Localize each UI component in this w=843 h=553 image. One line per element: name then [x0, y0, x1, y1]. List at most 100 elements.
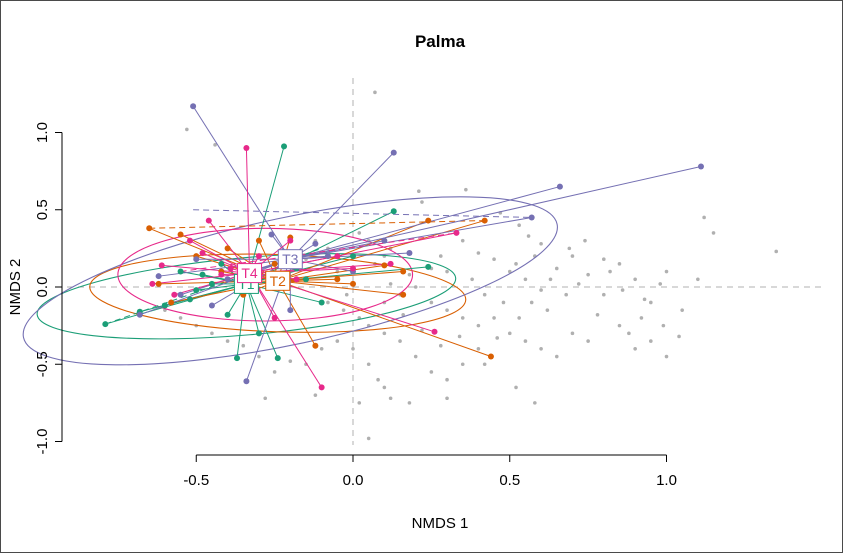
- background-point: [445, 308, 449, 312]
- point-t2: [168, 299, 175, 306]
- background-point: [388, 282, 393, 286]
- point-t3: [155, 273, 162, 280]
- point-t4: [350, 265, 356, 272]
- point-t3: [193, 256, 200, 263]
- background-point: [210, 331, 214, 336]
- spider-line-t3: [290, 252, 410, 260]
- background-point: [642, 297, 647, 302]
- background-point: [514, 385, 518, 390]
- point-t2: [487, 353, 494, 360]
- background-point: [583, 238, 587, 243]
- x-axis: -0.5 0.0 0.5 1.0: [183, 454, 677, 489]
- background-point: [351, 347, 355, 351]
- background-point: [460, 316, 465, 320]
- dashed-line-t2: [149, 220, 485, 229]
- point-t4: [387, 260, 394, 267]
- point-t1: [177, 268, 184, 275]
- background-point: [702, 215, 706, 220]
- label-box-t2: [265, 270, 291, 291]
- point-t1: [199, 271, 206, 278]
- background-point: [680, 308, 684, 312]
- background-point: [420, 328, 424, 333]
- background-point: [661, 323, 666, 328]
- point-t3: [406, 250, 413, 257]
- point-t4: [334, 253, 341, 260]
- point-t4: [205, 217, 212, 224]
- background-point: [417, 189, 421, 194]
- point-t4: [158, 262, 165, 269]
- background-point: [445, 269, 449, 274]
- point-t4: [149, 280, 156, 287]
- background-point: [382, 385, 387, 390]
- point-t2: [312, 342, 319, 349]
- spider-line-t1: [246, 283, 322, 303]
- background-point: [595, 313, 600, 317]
- point-t4: [453, 229, 460, 236]
- background-point: [517, 316, 521, 320]
- background-point: [523, 339, 528, 343]
- dashed-line-t4: [180, 232, 457, 273]
- background-point: [366, 362, 371, 367]
- spider-line-t3: [290, 240, 385, 260]
- point-t3: [243, 378, 250, 385]
- spider-line-t3: [290, 216, 532, 260]
- point-t3: [324, 253, 331, 260]
- spider-line-t2: [277, 280, 316, 346]
- background-point: [288, 359, 293, 363]
- point-t4: [199, 250, 206, 257]
- background-point: [420, 200, 424, 204]
- background-point: [539, 288, 543, 292]
- background-point: [213, 143, 217, 147]
- background-point: [492, 257, 496, 261]
- point-t3: [208, 302, 215, 309]
- background-point: [457, 334, 462, 339]
- background-point: [649, 300, 653, 305]
- y-tick-label: -1.0: [34, 429, 51, 455]
- background-point: [470, 277, 474, 282]
- point-t4: [318, 384, 325, 391]
- point-t2: [381, 262, 388, 269]
- point-t4: [255, 253, 262, 260]
- background-point: [564, 292, 568, 297]
- background-point: [344, 292, 349, 297]
- point-t2: [146, 225, 153, 232]
- spider-line-t4: [161, 264, 250, 274]
- background-point: [586, 339, 590, 343]
- background-point: [633, 277, 637, 282]
- point-t4: [243, 144, 250, 151]
- spider-line-t3: [290, 186, 561, 260]
- background-point: [548, 277, 553, 282]
- background-point: [460, 362, 465, 367]
- background-point: [526, 234, 531, 238]
- background-point: [398, 339, 402, 343]
- background-point: [617, 262, 622, 266]
- y-axis-label: NMDS 2: [7, 259, 24, 316]
- background-point: [608, 269, 612, 274]
- point-t1: [218, 260, 225, 267]
- dashed-line-t3: [193, 209, 532, 218]
- point-t3: [556, 183, 563, 190]
- spider-line-t4: [245, 147, 251, 274]
- point-t1: [318, 299, 325, 306]
- point-t1: [281, 143, 288, 150]
- background-points: [163, 90, 779, 441]
- background-point: [413, 354, 418, 359]
- x-tick-label: 0.0: [343, 472, 364, 489]
- background-point: [326, 300, 330, 305]
- background-point: [507, 331, 512, 336]
- label-t3: T3: [282, 251, 299, 267]
- label-t2: T2: [270, 273, 287, 289]
- point-t1: [193, 287, 200, 294]
- point-t1: [208, 280, 215, 287]
- background-point: [495, 336, 500, 340]
- point-t2: [481, 217, 488, 224]
- point-t2: [271, 260, 278, 267]
- background-point: [533, 401, 537, 405]
- background-point: [539, 347, 543, 351]
- point-t3: [287, 307, 294, 314]
- spider-line-t2: [277, 280, 404, 296]
- background-point: [341, 308, 346, 312]
- background-point: [517, 223, 521, 227]
